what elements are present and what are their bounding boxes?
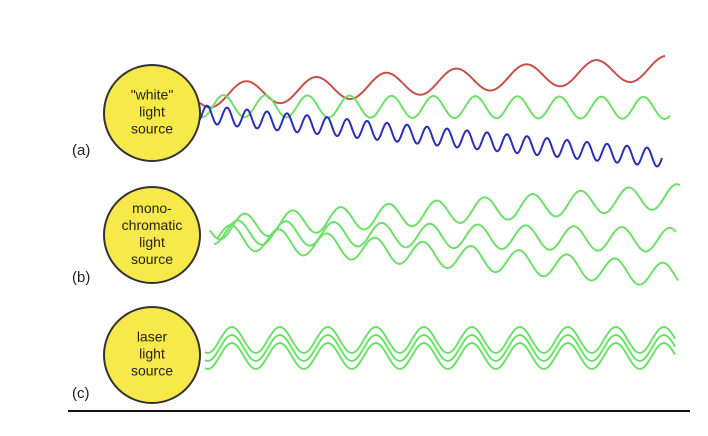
source-circle (103, 186, 201, 284)
light-wave (199, 55, 666, 109)
source-text: source (131, 121, 173, 137)
light-wave (204, 326, 676, 354)
source-text: light (139, 346, 165, 362)
panel-label: (b) (72, 269, 90, 286)
source-text: source (131, 251, 173, 267)
light-wave (213, 219, 677, 253)
light-wave (199, 104, 663, 168)
waves (199, 55, 681, 370)
light-wave (217, 224, 679, 286)
panel-label: (c) (72, 385, 90, 402)
light-wave (209, 183, 681, 241)
source-text: light (139, 234, 165, 250)
source-text: laser (137, 329, 168, 345)
source-text: mono- (132, 200, 172, 216)
panel-label: (a) (72, 142, 90, 159)
source-text: source (131, 363, 173, 379)
source-text: chromatic (122, 217, 183, 233)
source-text: "white" (131, 87, 174, 103)
light-wave (204, 342, 676, 370)
light-wave (199, 94, 671, 120)
light-wave (204, 334, 676, 362)
source-circle (103, 64, 201, 162)
source-circle (103, 306, 201, 404)
source-text: light (139, 104, 165, 120)
